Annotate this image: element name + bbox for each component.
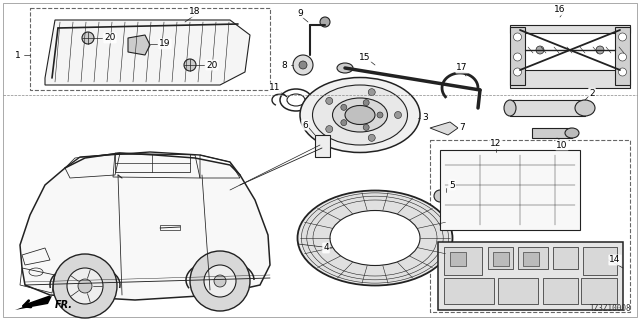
Bar	[444, 278, 494, 304]
Circle shape	[618, 53, 627, 61]
Text: 4: 4	[323, 244, 329, 252]
Bar	[553, 247, 578, 269]
Text: 11: 11	[269, 84, 281, 92]
Bar	[160, 225, 180, 230]
Text: 6: 6	[302, 121, 308, 130]
Bar	[440, 150, 580, 230]
Circle shape	[596, 46, 604, 54]
Ellipse shape	[575, 100, 595, 116]
Bar	[510, 70, 630, 88]
Bar	[510, 27, 525, 85]
Circle shape	[320, 17, 330, 27]
Circle shape	[184, 59, 196, 71]
Ellipse shape	[337, 63, 353, 73]
Ellipse shape	[504, 100, 516, 116]
Bar	[430, 140, 630, 312]
Text: 1: 1	[15, 51, 21, 60]
Circle shape	[341, 120, 347, 126]
Text: 16: 16	[554, 5, 566, 14]
Ellipse shape	[313, 200, 437, 276]
Text: 20: 20	[104, 34, 116, 43]
Ellipse shape	[301, 193, 449, 283]
Polygon shape	[128, 35, 150, 55]
Circle shape	[78, 279, 92, 293]
Circle shape	[368, 134, 375, 141]
Text: 17: 17	[456, 63, 468, 73]
Bar	[450, 252, 466, 266]
Circle shape	[394, 111, 401, 118]
Text: 5: 5	[449, 180, 455, 189]
Text: 10: 10	[556, 140, 568, 149]
Circle shape	[618, 68, 627, 76]
Ellipse shape	[298, 190, 452, 285]
Polygon shape	[45, 20, 250, 85]
Circle shape	[618, 33, 627, 41]
Circle shape	[536, 46, 544, 54]
Circle shape	[326, 126, 333, 132]
Bar	[532, 128, 572, 138]
Bar	[510, 25, 630, 33]
Circle shape	[513, 53, 522, 61]
Text: 19: 19	[159, 39, 171, 49]
Circle shape	[67, 268, 103, 304]
Text: 12: 12	[490, 140, 502, 148]
Bar	[488, 247, 513, 269]
Ellipse shape	[307, 196, 443, 280]
Circle shape	[204, 265, 236, 297]
Text: 14: 14	[609, 255, 621, 265]
Bar	[438, 242, 623, 310]
Bar	[30, 8, 270, 90]
Polygon shape	[20, 153, 270, 300]
Text: 8: 8	[281, 60, 287, 69]
Circle shape	[363, 124, 369, 130]
Ellipse shape	[312, 85, 408, 145]
Bar	[115, 154, 190, 172]
Circle shape	[363, 100, 369, 106]
Polygon shape	[430, 122, 458, 135]
Bar	[498, 278, 538, 304]
Circle shape	[190, 251, 250, 311]
Text: 9: 9	[297, 9, 303, 18]
Ellipse shape	[345, 106, 375, 124]
Text: 20: 20	[206, 60, 218, 69]
Circle shape	[293, 55, 313, 75]
Bar	[444, 247, 482, 275]
Circle shape	[82, 32, 94, 44]
Ellipse shape	[330, 211, 420, 266]
Ellipse shape	[300, 77, 420, 153]
Text: FR.: FR.	[55, 300, 73, 310]
Bar	[615, 27, 630, 85]
Text: 3: 3	[422, 114, 428, 123]
Bar	[523, 252, 539, 266]
Text: 15: 15	[359, 52, 371, 61]
Circle shape	[434, 190, 446, 202]
Bar	[583, 247, 617, 275]
Bar	[518, 247, 548, 269]
Text: 18: 18	[189, 7, 201, 17]
Text: TZ3Z10008: TZ3Z10008	[590, 304, 632, 313]
Circle shape	[513, 68, 522, 76]
Bar	[581, 278, 617, 304]
Bar	[543, 278, 578, 304]
Circle shape	[214, 275, 226, 287]
Circle shape	[377, 112, 383, 118]
Circle shape	[368, 89, 375, 96]
Circle shape	[513, 33, 522, 41]
Bar	[315, 135, 330, 157]
Bar	[493, 252, 509, 266]
Ellipse shape	[565, 128, 579, 138]
Circle shape	[326, 97, 333, 104]
Circle shape	[53, 254, 117, 318]
Text: 7: 7	[459, 123, 465, 132]
Text: 2: 2	[589, 89, 595, 98]
Circle shape	[299, 61, 307, 69]
Circle shape	[341, 104, 347, 110]
Polygon shape	[15, 296, 52, 310]
Bar	[510, 100, 585, 116]
Ellipse shape	[333, 98, 387, 132]
